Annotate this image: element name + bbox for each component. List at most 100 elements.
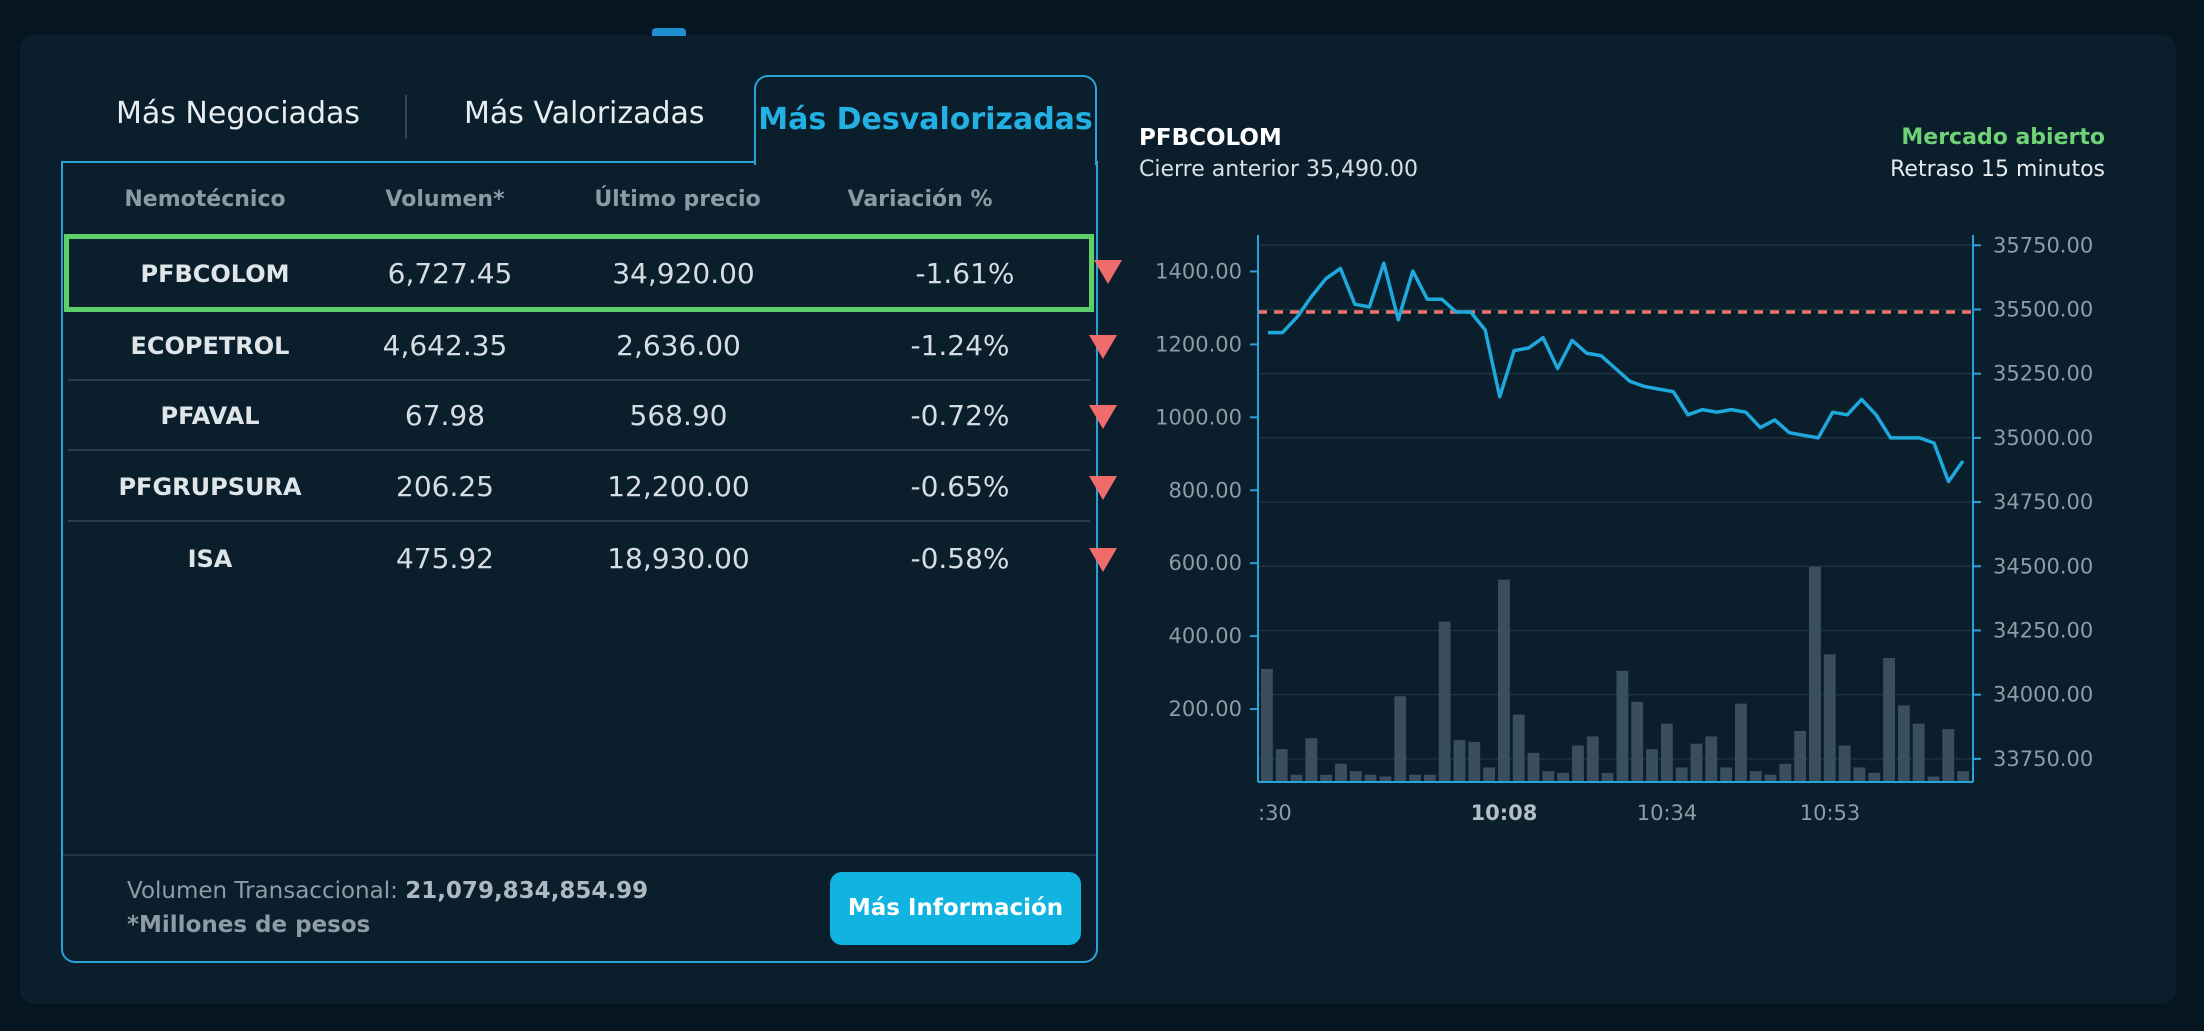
row-change: -1.61% (915, 257, 1015, 290)
volume-bar (1349, 771, 1362, 782)
volume-bar (1631, 701, 1644, 782)
row-divider (68, 449, 1090, 451)
table-row[interactable]: PFAVAL 67.98 568.90 -0.72% (68, 381, 1117, 451)
table-row[interactable]: ISA 475.92 18,930.00 -0.58% (68, 524, 1117, 594)
row-volume: 4,642.35 (382, 329, 508, 362)
scroll-indicator (652, 28, 686, 36)
left-axis-label: 600.00 (1169, 551, 1242, 575)
volume-bar (1468, 741, 1481, 782)
chart-ticker: PFBCOLOM (1139, 125, 1282, 151)
x-axis-label: :30 (1258, 801, 1292, 825)
column-header-volumen[interactable]: Volumen* (385, 187, 505, 212)
price-line (1268, 261, 1965, 484)
right-axis-label: 35750.00 (1993, 233, 2093, 257)
tab-mas-negociadas[interactable]: Más Negociadas (116, 96, 360, 131)
more-info-button[interactable]: Más Información (830, 872, 1081, 945)
left-axis-label: 1000.00 (1155, 405, 1242, 429)
arrow-down-icon (1089, 476, 1117, 500)
right-axis-label: 33750.00 (1993, 747, 2093, 771)
volume-bar (1823, 654, 1836, 782)
volume-bar (1957, 771, 1969, 782)
volume-bar (1320, 774, 1333, 782)
volume-bar (1586, 736, 1599, 782)
tab-mas-desvalorizadas-label: Más Desvalorizadas (758, 102, 1093, 137)
row-volume: 475.92 (396, 542, 494, 575)
volume-bar (1290, 774, 1303, 782)
volume-bar (1942, 729, 1955, 782)
table-row[interactable]: PFBCOLOM 6,727.45 34,920.00 -1.61% (64, 234, 1122, 312)
volume-bar (1423, 774, 1436, 782)
row-ticker: PFBCOLOM (140, 260, 290, 288)
row-change: -1.24% (910, 329, 1010, 362)
left-axis-label: 200.00 (1169, 697, 1242, 721)
row-ticker: PFAVAL (160, 402, 260, 430)
volume-bar (1557, 772, 1570, 782)
row-ticker: PFGRUPSURA (118, 473, 302, 501)
row-last-price: 2,636.00 (616, 329, 741, 362)
table-row[interactable]: ECOPETROL 4,642.35 2,636.00 -1.24% (68, 311, 1117, 381)
row-last-price: 12,200.00 (607, 470, 750, 503)
volume-bar (1927, 776, 1940, 782)
right-axis-label: 35500.00 (1993, 297, 2093, 321)
row-volume: 6,727.45 (387, 257, 513, 290)
x-axis-label: 10:53 (1800, 801, 1861, 825)
column-header-nemotecnico[interactable]: Nemotécnico (124, 187, 286, 212)
volume-bar (1749, 771, 1762, 782)
volume-bar (1735, 703, 1747, 782)
volume-bar (1364, 774, 1377, 782)
left-axis-label: 800.00 (1169, 478, 1242, 502)
table-row[interactable]: PFGRUPSURA 206.25 12,200.00 -0.65% (68, 452, 1117, 522)
right-axis-label: 34000.00 (1993, 683, 2093, 707)
right-axis-label: 34500.00 (1993, 554, 2093, 578)
row-change: -0.72% (910, 399, 1010, 432)
left-axis-label: 1400.00 (1155, 259, 1242, 283)
row-change: -0.58% (910, 542, 1010, 575)
volume-bar (1409, 774, 1421, 782)
volume-bar (1690, 743, 1703, 782)
market-status-badge: Mercado abierto (1901, 125, 2105, 150)
row-last-price: 34,920.00 (612, 257, 755, 290)
column-header-ultimo-precio[interactable]: Último precio (594, 187, 761, 212)
tab-mas-valorizadas[interactable]: Más Valorizadas (464, 96, 705, 131)
volume-bar (1912, 723, 1925, 782)
volume-bar (1512, 714, 1525, 782)
volume-bar (1572, 745, 1584, 782)
volume-bar (1764, 774, 1777, 782)
column-header-variacion[interactable]: Variación % (847, 187, 993, 212)
volume-bar (1646, 749, 1658, 782)
row-divider (68, 520, 1090, 522)
delay-notice: Retraso 15 minutos (1890, 157, 2105, 182)
arrow-down-icon (1089, 335, 1117, 359)
right-axis-label: 34750.00 (1993, 490, 2093, 514)
row-last-price: 568.90 (629, 399, 728, 432)
x-axis-label: 10:34 (1637, 801, 1698, 825)
volume-bar (1498, 579, 1510, 782)
row-divider (68, 379, 1090, 381)
volume-bar (1660, 723, 1673, 782)
arrow-down-icon (1089, 548, 1117, 572)
volume-bar (1868, 772, 1881, 782)
previous-close: Cierre anterior 35,490.00 (1139, 157, 1418, 182)
transaction-volume-label: Volumen Transaccional: (127, 878, 398, 904)
footer-divider (63, 854, 1096, 856)
left-axis-label: 400.00 (1169, 624, 1242, 648)
transaction-volume-value: 21,079,834,854.99 (405, 878, 649, 904)
row-volume: 206.25 (396, 470, 494, 503)
volume-bar (1779, 763, 1792, 782)
row-change: -0.65% (910, 470, 1010, 503)
volume-bar (1809, 566, 1821, 782)
volume-bar (1720, 767, 1732, 782)
volume-bar (1261, 668, 1273, 782)
volume-bar (1601, 772, 1614, 782)
volume-bar (1394, 696, 1407, 782)
arrow-down-icon (1094, 260, 1122, 284)
volume-bar (1275, 749, 1288, 782)
row-volume: 67.98 (404, 399, 486, 432)
tab-mas-desvalorizadas[interactable]: Más Desvalorizadas (754, 75, 1097, 165)
volume-bar (1305, 738, 1318, 782)
volume-bar (1675, 767, 1688, 782)
right-axis-label: 34250.00 (1993, 618, 2093, 642)
volume-bar (1527, 752, 1540, 782)
volume-bar (1542, 771, 1555, 782)
